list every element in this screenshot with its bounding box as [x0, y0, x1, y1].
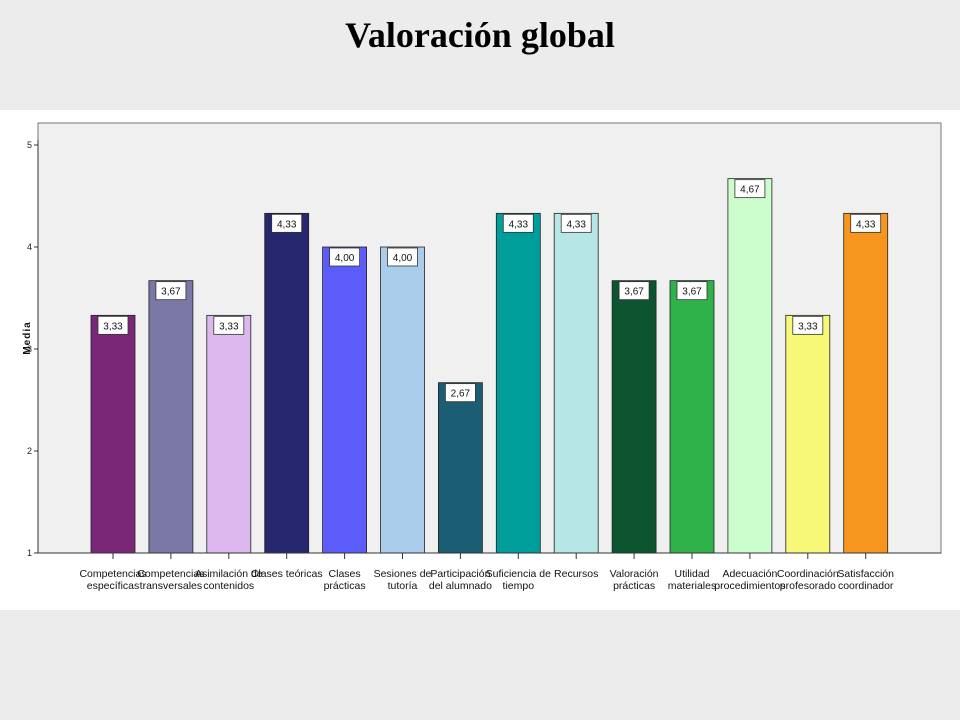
- value-label: 3,33: [798, 321, 818, 332]
- category-label: Clases teóricas: [251, 568, 323, 580]
- value-label-box: [676, 281, 708, 301]
- category-label: Coordinación: [777, 568, 839, 580]
- value-label: 3,67: [161, 287, 181, 298]
- value-label: 4,33: [509, 219, 529, 230]
- bar: [727, 178, 773, 554]
- y-tick-label: 1: [27, 548, 32, 558]
- y-tick-label: 4: [27, 242, 32, 252]
- category-label: Sesiones de: [374, 568, 432, 580]
- category-label: coordinador: [838, 580, 894, 592]
- value-label-box: [618, 281, 650, 301]
- value-label: 3,67: [624, 287, 644, 298]
- value-label: 4,67: [740, 185, 760, 196]
- bar: [148, 280, 194, 554]
- category-label: tutoría: [388, 580, 418, 592]
- value-label-box: [502, 213, 534, 233]
- value-label-box: [213, 315, 245, 335]
- y-tick-label: 3: [27, 344, 32, 354]
- category-label: Clases: [329, 568, 361, 580]
- value-label: 4,33: [566, 219, 586, 230]
- page-title: Valoración global: [345, 15, 615, 55]
- value-label-box: [444, 383, 476, 403]
- value-label-box: [387, 247, 418, 267]
- category-label: tiempo: [503, 580, 535, 592]
- category-label: transversales: [140, 580, 202, 592]
- value-label-box: [271, 213, 303, 233]
- value-label-box: [792, 315, 824, 335]
- value-label: 4,33: [277, 219, 297, 230]
- bar: [495, 212, 541, 554]
- bar: [611, 280, 657, 554]
- value-label-box: [329, 247, 361, 267]
- bar: [380, 246, 425, 554]
- value-label: 4,00: [335, 253, 355, 264]
- category-label: contenidos: [203, 580, 254, 592]
- bar: [322, 246, 368, 554]
- category-label: Recursos: [554, 568, 598, 580]
- value-label-box: [97, 315, 129, 335]
- category-label: Competencias: [137, 568, 204, 580]
- bar: [553, 212, 599, 554]
- bar: [785, 314, 831, 554]
- value-label-box: [850, 213, 882, 233]
- value-label-box: [734, 179, 766, 199]
- value-label: 3,33: [219, 321, 239, 332]
- category-label: Competencias: [79, 568, 146, 580]
- bar: [206, 314, 252, 554]
- category-label: materiales: [668, 580, 716, 592]
- value-label: 2,67: [451, 389, 471, 400]
- value-label: 4,00: [393, 253, 413, 264]
- category-label: profesorado: [780, 580, 836, 592]
- value-label: 4,33: [856, 219, 876, 230]
- value-label-box: [155, 281, 187, 301]
- category-label: específicas: [87, 580, 140, 592]
- chart-panel: 1 2 3 4 5 Media 3,33 Competencias específicas 3,6…: [0, 110, 960, 610]
- category-label: procedimientos: [714, 580, 785, 592]
- y-tick-label: 5: [27, 140, 32, 150]
- category-label: prácticas: [324, 580, 366, 592]
- category-label: del alumnado: [429, 580, 492, 592]
- category-label: Asimilación de: [195, 568, 263, 580]
- y-axis-label: Media: [22, 321, 33, 354]
- bar: [437, 382, 483, 554]
- bar: [669, 280, 715, 554]
- category-label: Utilidad: [674, 568, 709, 580]
- category-label: Participación: [430, 568, 490, 580]
- value-label: 3,67: [682, 287, 702, 298]
- category-label: prácticas: [613, 580, 655, 592]
- category-label: Valoración: [610, 568, 659, 580]
- bar: [264, 212, 310, 554]
- value-label: 3,33: [103, 321, 123, 332]
- bar: [90, 314, 136, 554]
- bar: [843, 212, 889, 554]
- category-label: Suficiencia de: [486, 568, 552, 580]
- value-label-box: [560, 213, 592, 233]
- category-label: Satisfacción: [837, 568, 894, 580]
- y-tick-label: 2: [27, 446, 32, 456]
- category-label: Adecuación: [722, 568, 777, 580]
